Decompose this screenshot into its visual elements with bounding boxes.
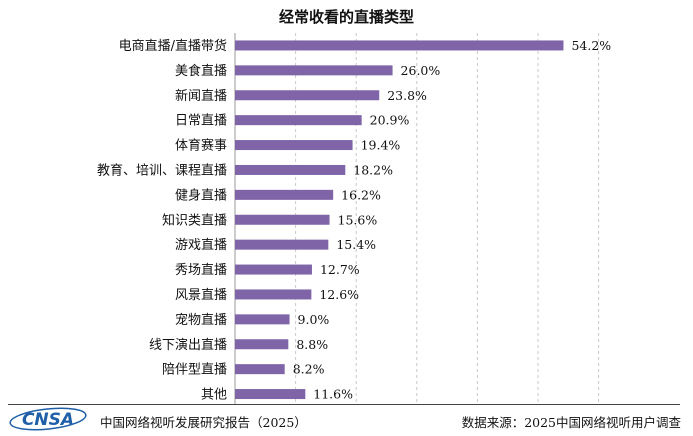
value-label: 54.2% — [571, 38, 611, 53]
bar — [235, 115, 362, 126]
value-label: 16.2% — [341, 187, 381, 202]
category-label: 知识类直播 — [162, 212, 227, 228]
value-label: 15.6% — [338, 212, 378, 227]
value-label: 15.4% — [336, 237, 376, 252]
cnsa-logo: CNSA — [9, 407, 87, 431]
bar — [235, 264, 312, 275]
footer-report-title: 中国网络视听发展研究报告（2025） — [100, 415, 307, 430]
value-label: 20.9% — [370, 113, 410, 128]
category-label: 新闻直播 — [175, 88, 227, 104]
bar — [235, 40, 564, 51]
bar — [235, 65, 393, 76]
bar — [235, 289, 312, 300]
value-label: 23.8% — [387, 88, 427, 103]
bar — [235, 389, 306, 400]
category-label: 线下演出直播 — [149, 337, 227, 353]
category-label: 风景直播 — [175, 288, 227, 303]
category-label: 日常直播 — [175, 114, 227, 129]
footer-divider — [8, 404, 680, 405]
footer-data-source: 数据来源：2025中国网络视听用户调查 — [461, 415, 681, 430]
cnsa-logo-text: CNSA — [22, 410, 74, 430]
category-label: 教育、培训、课程直播 — [97, 162, 227, 178]
bar — [235, 364, 285, 375]
bar — [235, 339, 289, 350]
value-label: 12.7% — [320, 262, 360, 277]
chart-title: 经常收看的直播类型 — [278, 8, 414, 26]
bar — [235, 214, 330, 225]
value-label: 26.0% — [401, 63, 441, 78]
value-label: 11.6% — [313, 387, 353, 402]
value-label: 12.6% — [319, 287, 359, 302]
category-label: 宠物直播 — [175, 312, 227, 328]
bar-chart: 电商直播/直播带货 54.2% 美食直播 26.0% 新闻直播 23.8% 日常直播 20.9… — [97, 33, 611, 404]
category-label: 游戏直播 — [175, 238, 227, 253]
category-label: 体育赛事 — [175, 138, 227, 154]
bar — [235, 189, 334, 200]
category-label: 电商直播/直播带货 — [119, 38, 227, 54]
category-label: 其他 — [201, 388, 227, 403]
bar — [235, 90, 380, 101]
bar — [235, 140, 353, 151]
value-label: 18.2% — [353, 162, 393, 177]
category-label: 美食直播 — [175, 63, 227, 79]
category-label: 健身直播 — [175, 187, 227, 203]
category-label: 陪伴型直播 — [162, 363, 227, 378]
category-label: 秀场直播 — [175, 263, 227, 278]
bar — [235, 164, 346, 175]
value-label: 19.4% — [361, 138, 401, 153]
value-label: 8.2% — [293, 362, 325, 377]
bar — [235, 314, 290, 325]
bar — [235, 239, 329, 250]
value-label: 8.8% — [296, 337, 328, 352]
value-label: 9.0% — [298, 312, 330, 327]
